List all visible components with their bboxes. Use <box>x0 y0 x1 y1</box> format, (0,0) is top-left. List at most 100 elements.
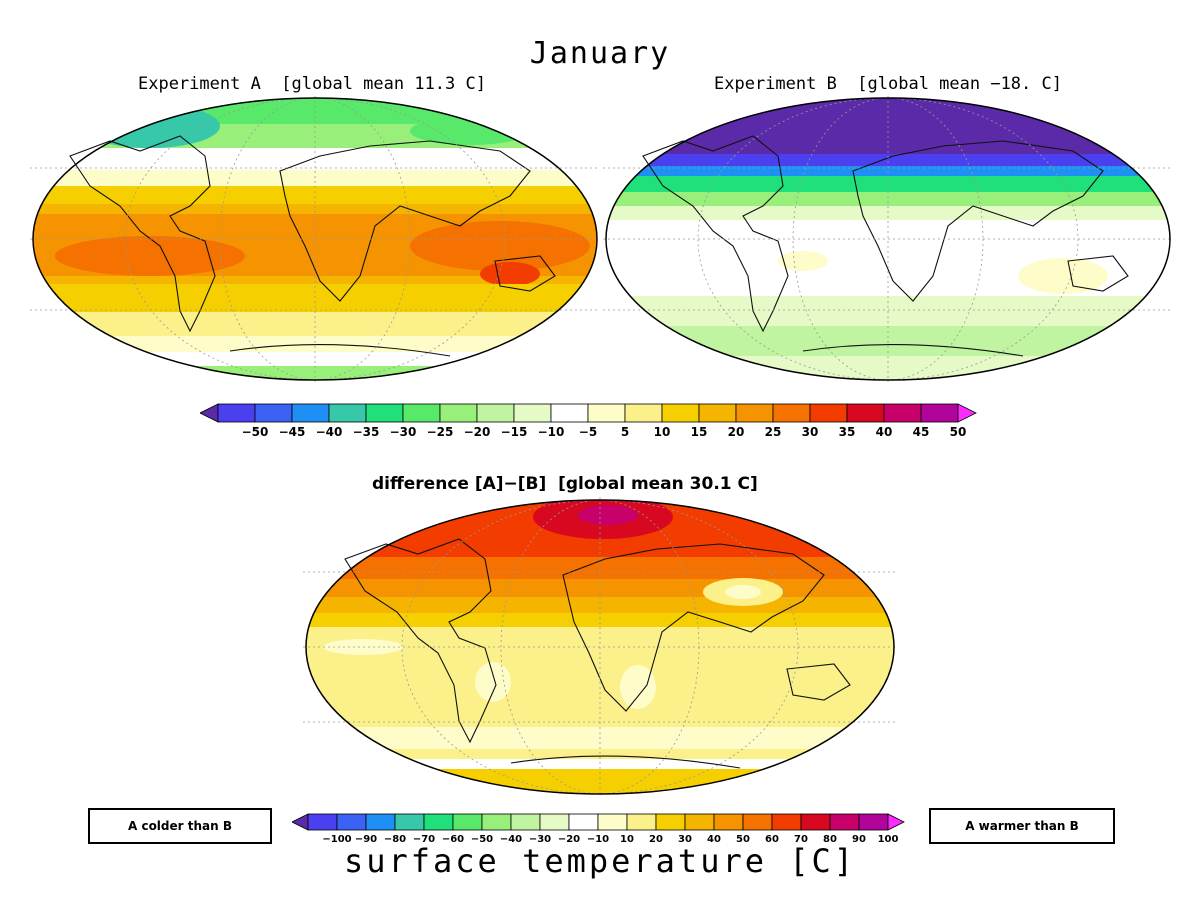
colorbar-swatch <box>550 403 589 423</box>
colorbar-cap-high <box>957 403 977 423</box>
colorbar-swatch <box>365 403 404 423</box>
map-a-panel <box>30 96 600 382</box>
colorbar-tick-label: −30 <box>390 425 417 439</box>
colorbar-tick-label: 70 <box>794 834 808 845</box>
colorbar-swatch <box>402 403 441 423</box>
colorbar-swatch <box>394 813 425 831</box>
map-diff-border <box>305 499 895 795</box>
colorbar-tick-label: −50 <box>242 425 269 439</box>
colorbar-tick-label: −100 <box>322 834 351 845</box>
figure-title: January <box>529 36 671 71</box>
colorbar-swatch <box>626 813 657 831</box>
colorbar-tick-label: 20 <box>728 425 745 439</box>
colorbar-swatch <box>809 403 848 423</box>
colorbar-tick-label: −25 <box>427 425 454 439</box>
colorbar-swatch <box>291 403 330 423</box>
colorbar-tick-label: 80 <box>823 834 837 845</box>
colorbar-swatch <box>587 403 626 423</box>
colorbar-swatch <box>328 403 367 423</box>
colorbar-tick-label: −20 <box>464 425 491 439</box>
colorbar-tick-label: −40 <box>316 425 343 439</box>
map-b-title: Experiment B [global mean −18. C] <box>714 74 1062 94</box>
colorbar-tick-label: −45 <box>279 425 306 439</box>
colorbar-title: surface temperature [C] <box>343 842 857 880</box>
colorbar-swatch <box>661 403 700 423</box>
colorbar-swatch <box>829 813 860 831</box>
colorbar-tick-label: −60 <box>442 834 464 845</box>
colorbar-swatch <box>597 813 628 831</box>
map-diff-coastlines <box>344 538 851 769</box>
colorbar-tick-label: −20 <box>558 834 580 845</box>
colorbar-tick-label: −15 <box>501 425 528 439</box>
colorbar-cap-high <box>887 813 905 831</box>
colorbar-swatch <box>713 813 744 831</box>
colorbar-cap-low <box>200 403 219 423</box>
colorbar-cap-low <box>292 813 309 831</box>
colorbar-tick-label: −10 <box>587 834 609 845</box>
colorbar-swatch <box>365 813 396 831</box>
colorbar-tick-label: 45 <box>913 425 930 439</box>
colorbar-swatch <box>920 403 959 423</box>
colorbar-swatch <box>698 403 737 423</box>
colorbar-tick-label: 10 <box>620 834 634 845</box>
colorbar-tick-label: 90 <box>852 834 866 845</box>
colorbar-tick-label: 50 <box>950 425 967 439</box>
colorbar-swatch <box>742 813 773 831</box>
colorbar-tick-label: −5 <box>579 425 597 439</box>
colorbar-tick-label: −90 <box>355 834 377 845</box>
map-b-border <box>605 97 1171 381</box>
note-warmer: A warmer than B <box>929 808 1115 844</box>
colorbar-swatch <box>476 403 515 423</box>
colorbar-tick-label: 50 <box>736 834 750 845</box>
colorbar-tick-label: −70 <box>413 834 435 845</box>
colorbar-tick-label: 100 <box>878 834 899 845</box>
colorbar-swatch <box>254 403 293 423</box>
colorbar-swatch <box>858 813 889 831</box>
colorbar-tick-label: −40 <box>500 834 522 845</box>
colorbar-tick-label: 40 <box>876 425 893 439</box>
colorbar-swatch <box>452 813 483 831</box>
colorbar-swatch <box>568 813 599 831</box>
colorbar-swatch <box>684 813 715 831</box>
colorbar-tick-label: 30 <box>678 834 692 845</box>
colorbar-tick-label: 15 <box>691 425 708 439</box>
note-colder: A colder than B <box>88 808 272 844</box>
colorbar-tick-label: 60 <box>765 834 779 845</box>
colorbar-swatch <box>336 813 367 831</box>
colorbar-tick-label: 20 <box>649 834 663 845</box>
colorbar-swatch <box>510 813 541 831</box>
colorbar-swatch <box>513 403 552 423</box>
colorbar-bottom: −100 −90 −80 −70 −60 −50 −40 −30 −20 −10 10 20 30 40 5… <box>292 813 905 845</box>
colorbar-swatch <box>307 813 338 831</box>
colorbar-swatch <box>655 813 686 831</box>
colorbar-swatch <box>481 813 512 831</box>
colorbar-tick-label: 40 <box>707 834 721 845</box>
colorbar-tick-label: −80 <box>384 834 406 845</box>
colorbar-tick-label: 30 <box>802 425 819 439</box>
colorbar-swatch <box>735 403 774 423</box>
colorbar-swatch <box>439 403 478 423</box>
colorbar-swatch <box>217 403 256 423</box>
map-a-title: Experiment A [global mean 11.3 C] <box>138 74 486 94</box>
map-a-coastlines <box>69 135 556 357</box>
colorbar-swatch <box>800 813 831 831</box>
map-b-coastlines <box>642 135 1129 357</box>
colorbar-top: −50 −45 −40 −35 −30 −25 −20 −15 −10 −5 5 10 15 20 25 30… <box>200 403 977 439</box>
colorbar-swatch <box>771 813 802 831</box>
colorbar-tick-label: 25 <box>765 425 782 439</box>
colorbar-tick-label: −35 <box>353 425 380 439</box>
colorbar-tick-label: 35 <box>839 425 856 439</box>
colorbar-swatch <box>423 813 454 831</box>
colorbar-tick-label: −10 <box>538 425 565 439</box>
colorbar-swatch <box>772 403 811 423</box>
colorbar-swatch <box>846 403 885 423</box>
map-diff-title: difference [A]−[B] [global mean 30.1 C] <box>372 474 758 494</box>
colorbar-tick-label: −30 <box>529 834 551 845</box>
colorbar-swatch <box>539 813 570 831</box>
colorbar-tick-label: −50 <box>471 834 493 845</box>
map-a-border <box>32 97 598 381</box>
colorbar-tick-label: 5 <box>621 425 629 439</box>
colorbar-swatch <box>883 403 922 423</box>
map-diff-graticule <box>303 497 897 797</box>
map-diff-panel <box>303 497 897 797</box>
